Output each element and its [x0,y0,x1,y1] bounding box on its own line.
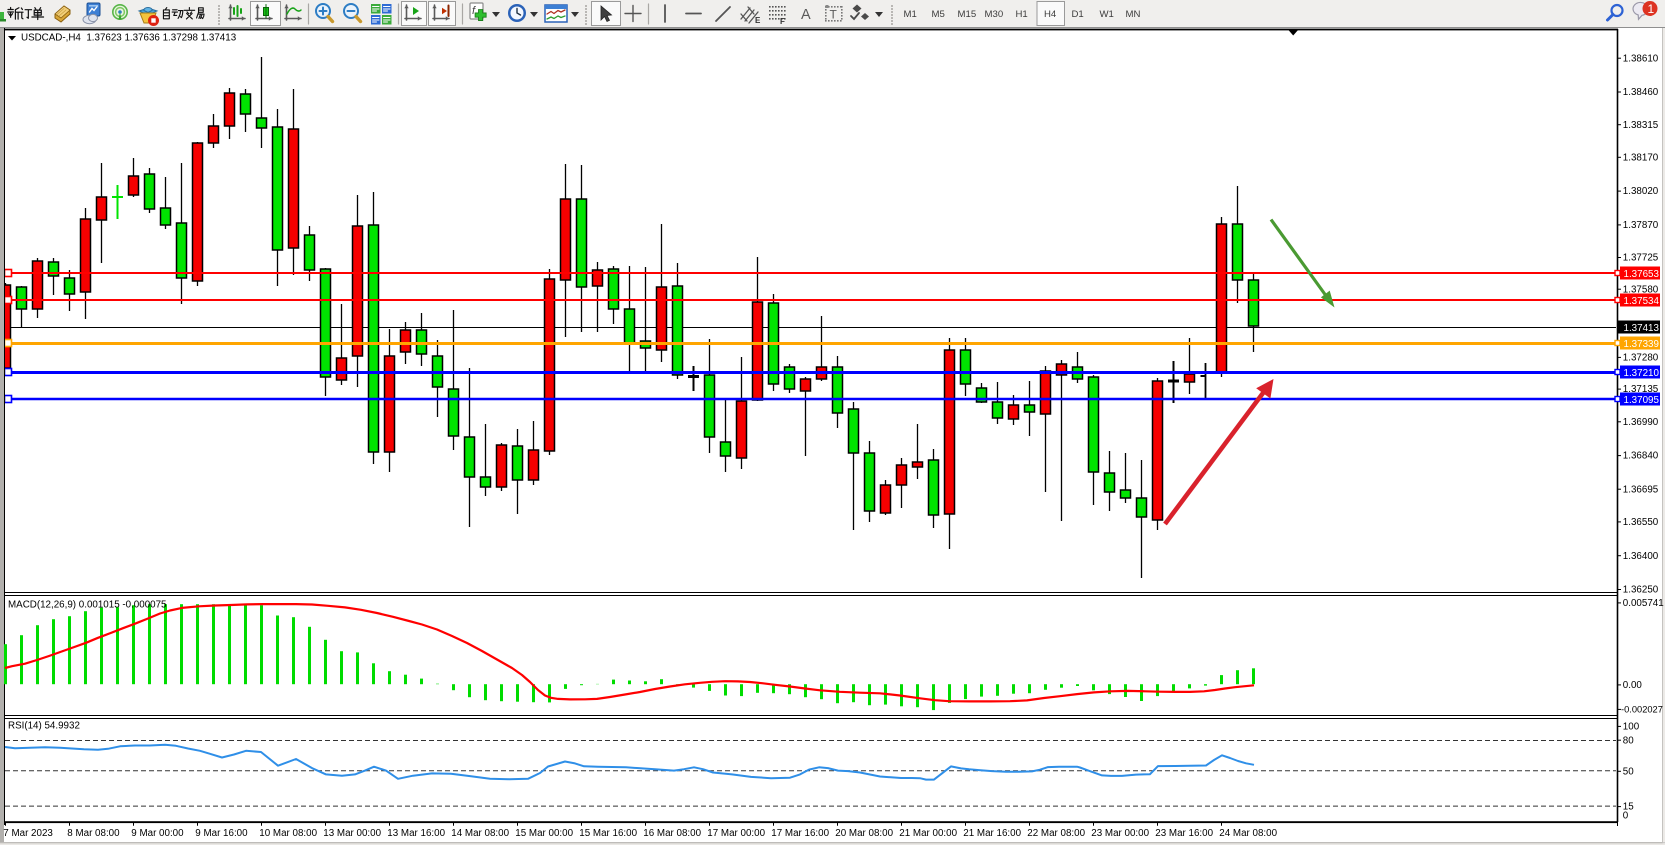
svg-text:F: F [780,17,785,26]
svg-text:W1: W1 [1100,9,1114,20]
svg-text:1.36840: 1.36840 [1623,451,1659,462]
svg-text:1.38020: 1.38020 [1623,186,1659,197]
svg-text:21 Mar 00:00: 21 Mar 00:00 [899,828,957,839]
svg-text:1.37339: 1.37339 [1624,339,1659,350]
svg-text:1.38460: 1.38460 [1623,87,1659,98]
svg-text:14 Mar 08:00: 14 Mar 08:00 [451,828,509,839]
svg-text:M5: M5 [932,9,945,20]
svg-text:7 Mar 2023: 7 Mar 2023 [3,828,53,839]
svg-text:1.37870: 1.37870 [1623,220,1659,231]
svg-text:17 Mar 16:00: 17 Mar 16:00 [771,828,829,839]
svg-text:1.36550: 1.36550 [1623,517,1659,528]
svg-text:D1: D1 [1072,9,1084,20]
svg-text:USDCAD-,H4 1.37623 1.37636 1.: USDCAD-,H4 1.37623 1.37636 1.37298 1.374… [21,33,237,44]
svg-text:80: 80 [1623,735,1634,746]
svg-text:MN: MN [1126,9,1141,20]
svg-text:23 Mar 00:00: 23 Mar 00:00 [1091,828,1149,839]
svg-text:17 Mar 00:00: 17 Mar 00:00 [707,828,765,839]
svg-text:1.37725: 1.37725 [1623,253,1659,264]
svg-text:f: f [472,5,476,17]
svg-text:0: 0 [1623,811,1629,822]
svg-text:1: 1 [1648,2,1655,16]
svg-text:9 Mar 16:00: 9 Mar 16:00 [195,828,248,839]
svg-text:M15: M15 [958,9,977,20]
svg-text:1.36990: 1.36990 [1623,417,1659,428]
svg-text:0.00: 0.00 [1623,680,1643,691]
svg-text:1.37280: 1.37280 [1623,353,1659,364]
svg-text:50: 50 [1623,766,1634,777]
svg-text:1.37095: 1.37095 [1624,395,1660,406]
svg-text:M1: M1 [904,9,917,20]
svg-text:1.37135: 1.37135 [1623,384,1659,395]
svg-text:1.38170: 1.38170 [1623,152,1659,163]
svg-text:1.36695: 1.36695 [1623,484,1659,495]
svg-text:21 Mar 16:00: 21 Mar 16:00 [963,828,1021,839]
svg-text:1.38315: 1.38315 [1623,120,1659,131]
svg-text:15 Mar 16:00: 15 Mar 16:00 [579,828,637,839]
svg-text:E: E [755,16,761,25]
svg-text:1.37580: 1.37580 [1623,284,1659,295]
svg-text:M30: M30 [985,9,1004,20]
svg-text:A: A [801,7,811,23]
svg-text:1.37653: 1.37653 [1624,269,1660,280]
svg-text:9 Mar 00:00: 9 Mar 00:00 [131,828,184,839]
svg-text:0.005741: 0.005741 [1623,598,1664,609]
svg-text:MACD(12,26,9) 0.001015 -0.0000: MACD(12,26,9) 0.001015 -0.000075 [8,600,167,611]
svg-text:1.36250: 1.36250 [1623,585,1659,596]
svg-text:100: 100 [1623,722,1640,733]
svg-text:1.36400: 1.36400 [1623,551,1659,562]
svg-text:H1: H1 [1016,9,1028,20]
svg-text:H4: H4 [1044,9,1057,20]
svg-text:1.37210: 1.37210 [1624,368,1660,379]
svg-text:20 Mar 08:00: 20 Mar 08:00 [835,828,893,839]
svg-text:15 Mar 00:00: 15 Mar 00:00 [515,828,573,839]
svg-text:16 Mar 08:00: 16 Mar 08:00 [643,828,701,839]
svg-text:1.38610: 1.38610 [1623,53,1659,64]
svg-text:1.37534: 1.37534 [1624,296,1660,307]
svg-text:8 Mar 08:00: 8 Mar 08:00 [67,828,120,839]
svg-text:-0.002027: -0.002027 [1621,704,1663,714]
svg-text:24 Mar 08:00: 24 Mar 08:00 [1219,828,1277,839]
svg-text:T: T [830,8,838,22]
svg-text:22 Mar 08:00: 22 Mar 08:00 [1027,828,1085,839]
svg-text:RSI(14) 54.9932: RSI(14) 54.9932 [8,721,80,732]
svg-text:13 Mar 00:00: 13 Mar 00:00 [323,828,381,839]
svg-text:1.37413: 1.37413 [1624,323,1660,334]
svg-text:23 Mar 16:00: 23 Mar 16:00 [1155,828,1213,839]
svg-text:15: 15 [1623,802,1634,813]
svg-text:10 Mar 08:00: 10 Mar 08:00 [259,828,317,839]
svg-text:13 Mar 16:00: 13 Mar 16:00 [387,828,445,839]
